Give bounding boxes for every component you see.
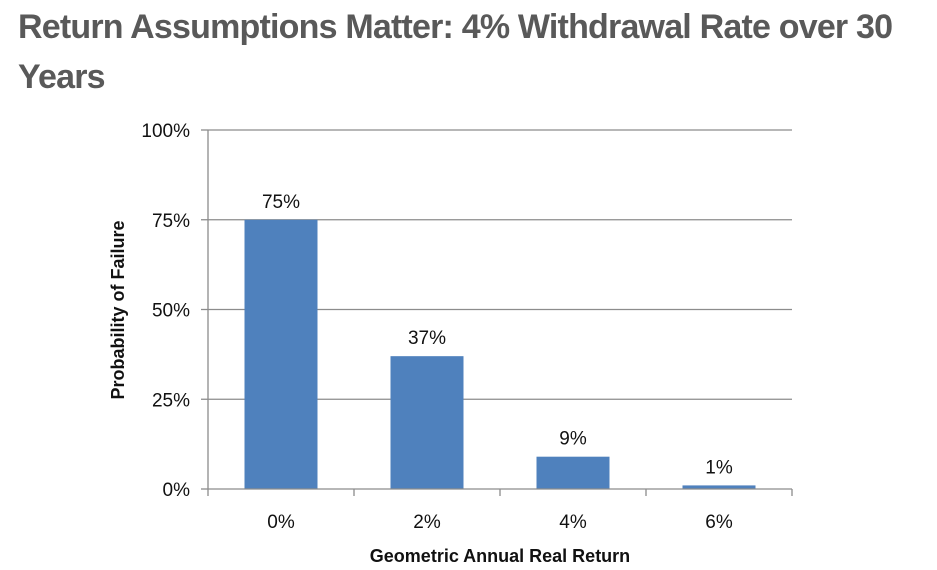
data-labels: 75% 37% 9% 1% (262, 192, 733, 479)
x-tick-label: 6% (705, 512, 733, 533)
y-tick-labels: 0% 25% 50% 75% 100% (141, 121, 190, 501)
bar (682, 485, 756, 489)
y-axis-title: Probability of Failure (108, 220, 128, 399)
data-label: 1% (705, 457, 733, 478)
data-label: 75% (262, 192, 300, 213)
y-tick-label: 0% (163, 480, 191, 501)
y-tick-label: 25% (152, 390, 190, 411)
x-tick-label: 2% (413, 512, 441, 533)
x-axis-title: Geometric Annual Real Return (370, 546, 630, 566)
bars (244, 219, 756, 489)
y-tick-label: 100% (141, 121, 190, 142)
chart-title: Return Assumptions Matter: 4% Withdrawal… (18, 8, 893, 96)
axes (201, 129, 793, 496)
x-tick-label: 0% (267, 512, 295, 533)
bar (244, 219, 318, 489)
bar (390, 356, 464, 489)
data-label: 9% (559, 429, 587, 450)
x-tick-label: 4% (559, 512, 587, 533)
bar (536, 456, 610, 489)
data-label: 37% (408, 328, 446, 349)
x-tick-labels: 0% 2% 4% 6% (267, 512, 733, 533)
y-tick-label: 50% (152, 301, 190, 322)
y-tick-label: 75% (152, 211, 190, 232)
